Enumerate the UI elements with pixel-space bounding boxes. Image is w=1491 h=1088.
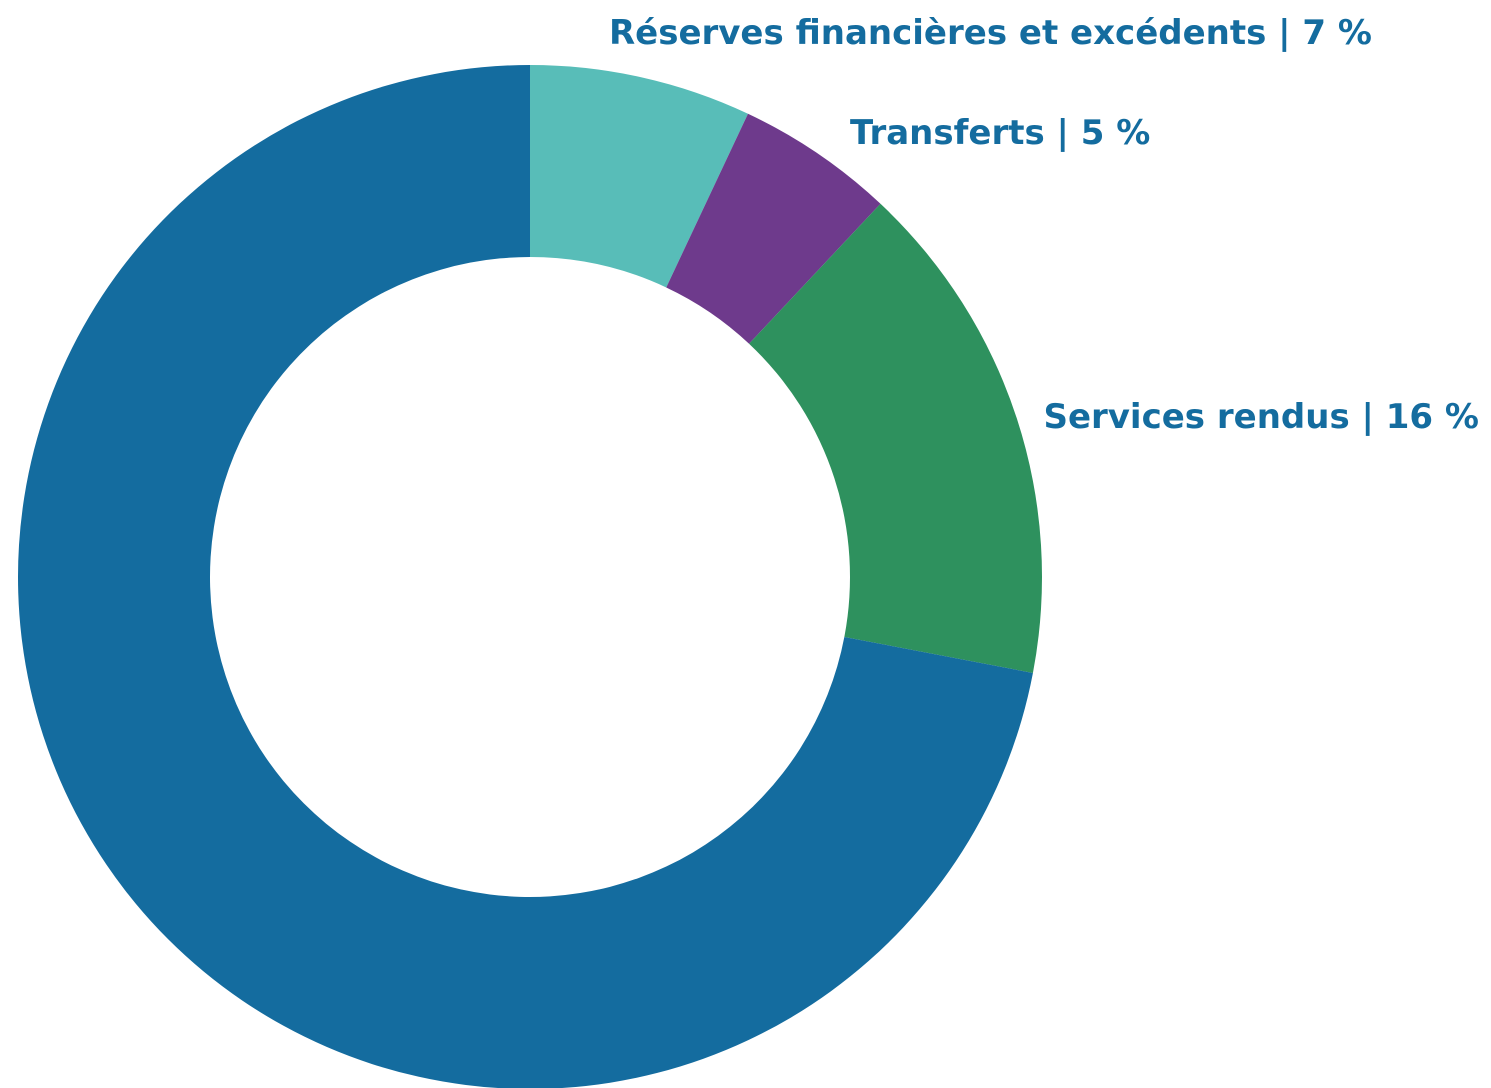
donut-slices [18,65,1042,1088]
slice-label-services-rendus: Services rendus | 16 % [1043,397,1479,437]
slice-label-reserves: Réserves financières et excédents | 7 % [609,13,1372,53]
slice-main [18,65,1033,1088]
slice-reserves [530,65,748,288]
slice-label-transferts: Transferts | 5 % [850,113,1150,153]
slice-services-rendus [749,203,1042,673]
slice-transferts [666,113,881,344]
